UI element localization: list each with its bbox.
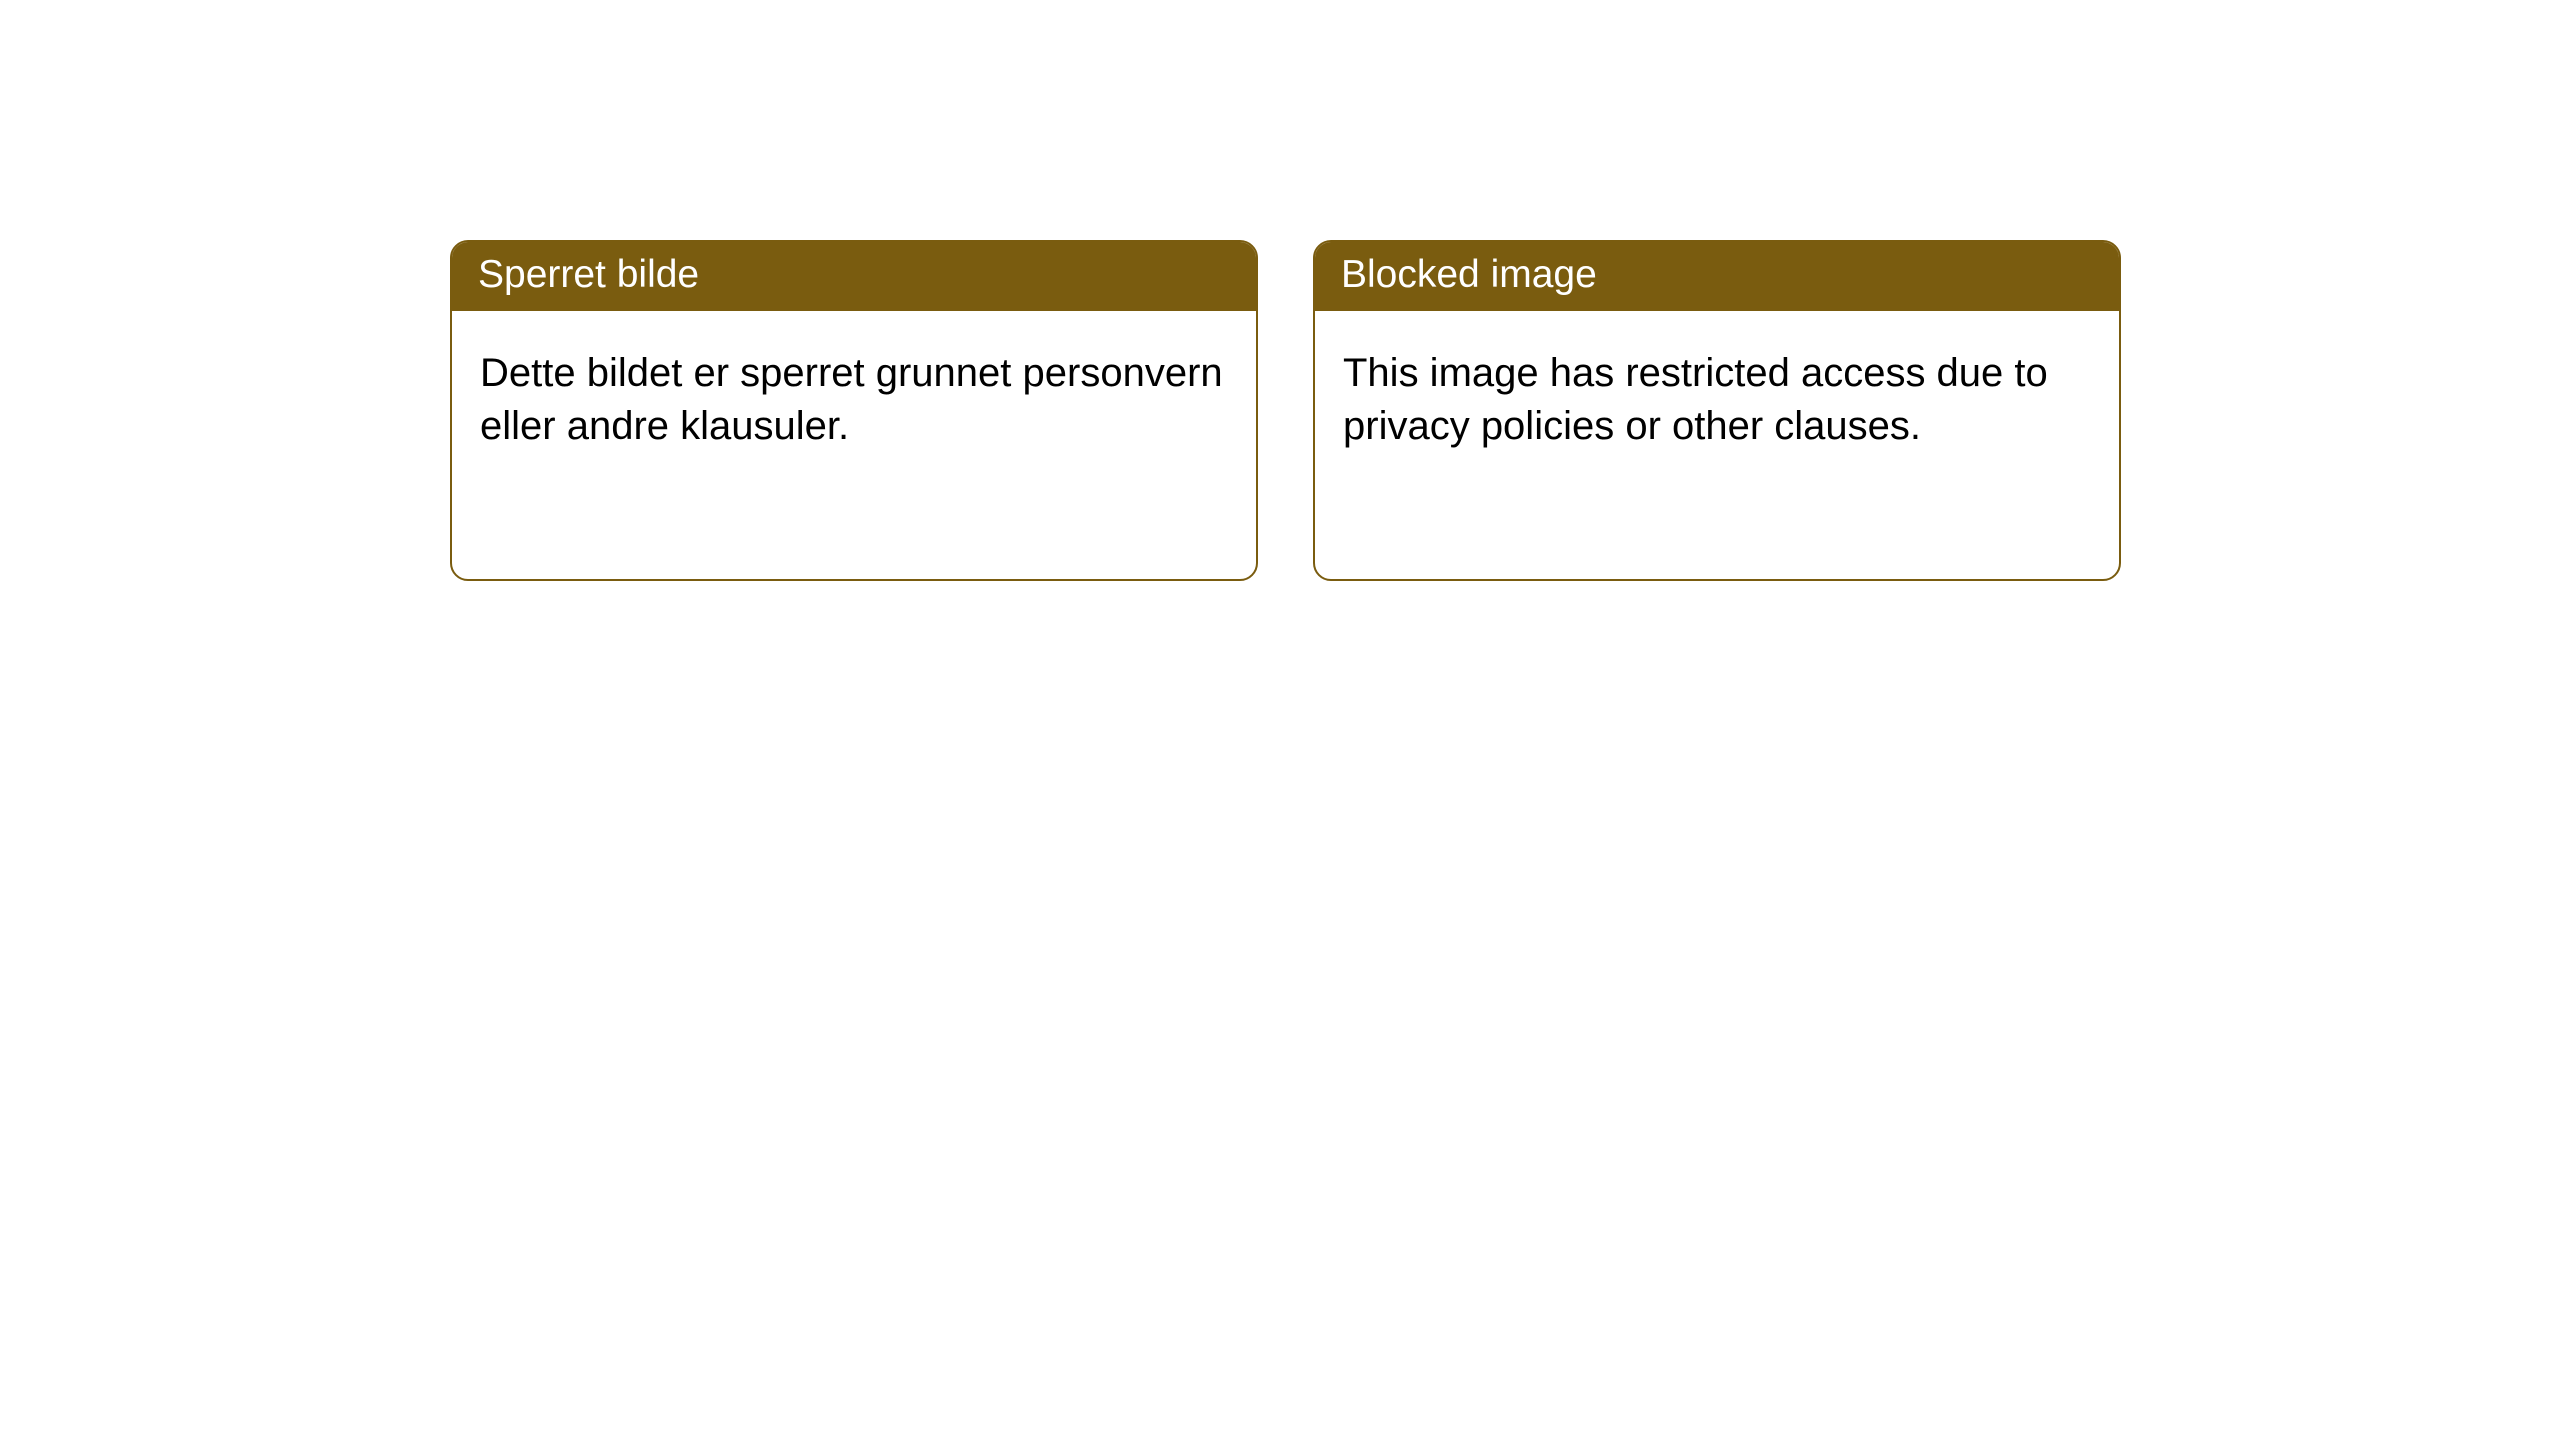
- card-body: Dette bildet er sperret grunnet personve…: [452, 311, 1256, 579]
- notice-card-norwegian: Sperret bilde Dette bildet er sperret gr…: [450, 240, 1258, 581]
- card-body: This image has restricted access due to …: [1315, 311, 2119, 579]
- notice-cards-container: Sperret bilde Dette bildet er sperret gr…: [450, 240, 2560, 581]
- card-header: Sperret bilde: [452, 242, 1256, 311]
- card-header: Blocked image: [1315, 242, 2119, 311]
- notice-card-english: Blocked image This image has restricted …: [1313, 240, 2121, 581]
